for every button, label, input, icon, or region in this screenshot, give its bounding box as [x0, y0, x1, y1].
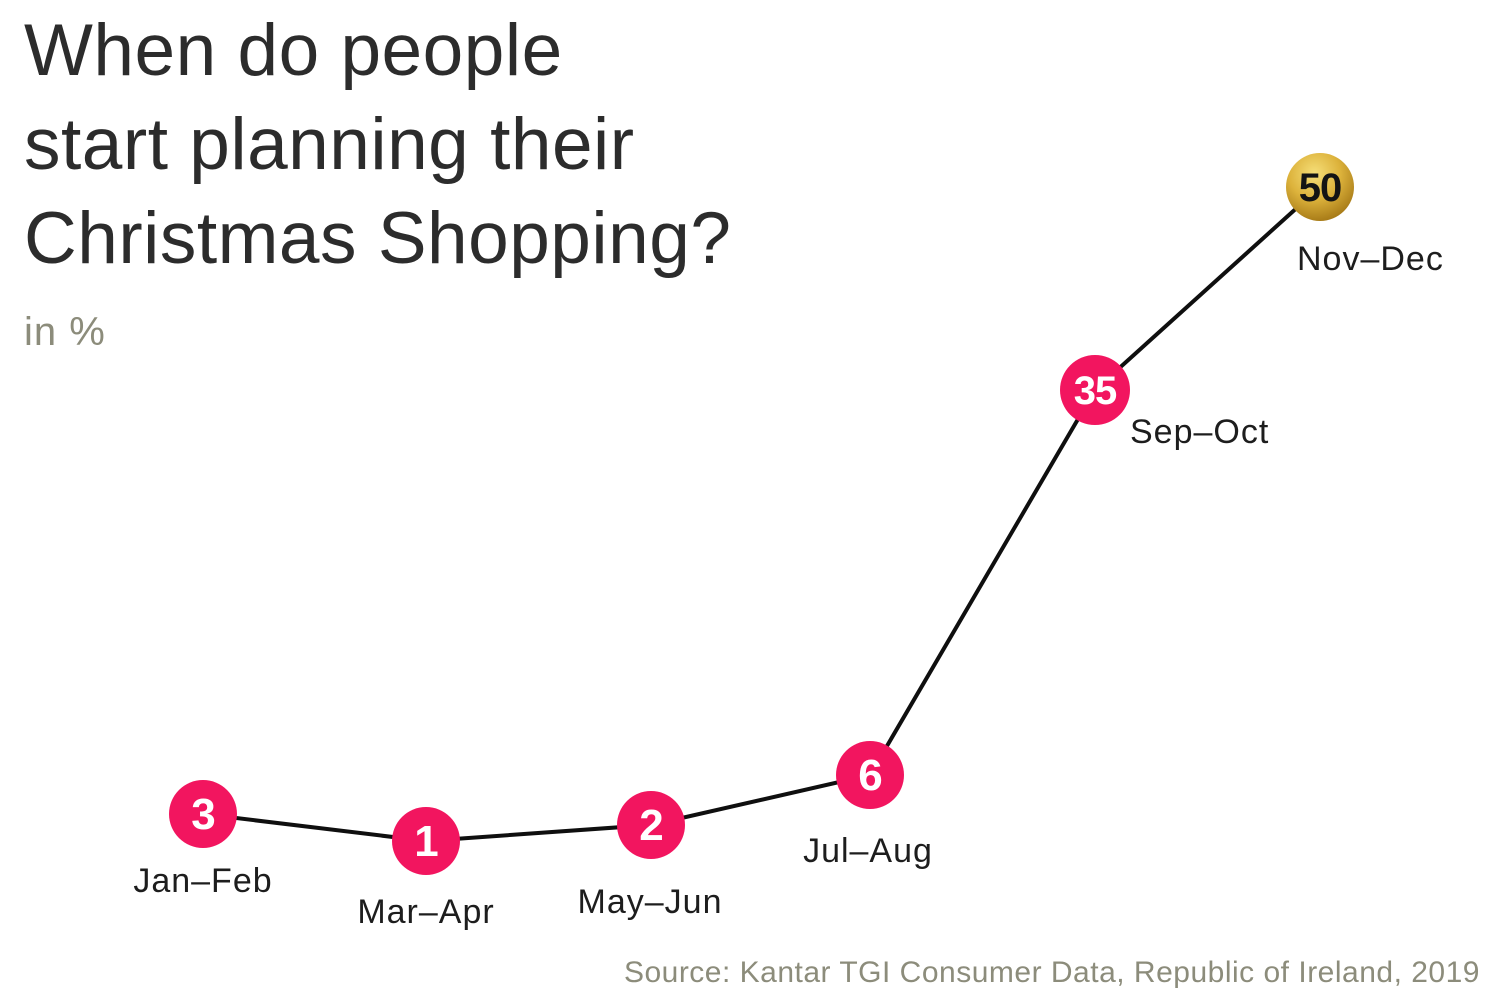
trend-line [202, 185, 1322, 844]
category-label: Jul–Aug [803, 832, 933, 870]
data-point-value: 1 [414, 817, 438, 866]
chart-header: When do people start planning their Chri… [24, 4, 731, 355]
data-point-jul-aug: 6 Jul–Aug [803, 741, 933, 870]
data-point-circle [836, 741, 904, 809]
category-label: Sep–Oct [1130, 413, 1269, 451]
page-title: When do people start planning their Chri… [24, 4, 731, 286]
source-attribution: Source: Kantar TGI Consumer Data, Republ… [624, 956, 1480, 989]
data-point-value: 6 [858, 751, 881, 800]
unit-label: in % [24, 310, 106, 354]
data-point-value: 2 [639, 801, 662, 850]
data-point-circle-gold [1286, 153, 1354, 221]
data-point-value: 35 [1074, 369, 1117, 413]
data-point-jan-feb: 3 Jan–Feb [133, 780, 272, 900]
data-point-may-jun: 2 May–Jun [578, 791, 723, 921]
data-point-value: 3 [191, 790, 214, 839]
title-line-2: start planning their [24, 104, 635, 185]
data-point-value: 50 [1299, 166, 1342, 210]
data-point-circle [617, 791, 685, 859]
data-point-sep-oct: 35 Sep–Oct [1060, 355, 1269, 451]
data-point-mar-apr: 1 Mar–Apr [357, 807, 494, 931]
category-label: Mar–Apr [357, 893, 494, 931]
data-point-nov-dec-highlight: 50 Nov–Dec [1286, 153, 1444, 278]
category-label: Jan–Feb [133, 862, 272, 900]
category-label: May–Jun [578, 883, 723, 921]
data-point-circle [392, 807, 460, 875]
title-line-3: Christmas Shopping? [24, 198, 732, 279]
category-label: Nov–Dec [1297, 240, 1444, 278]
title-line-1: When do people [24, 10, 563, 91]
data-point-circle [169, 780, 237, 848]
data-point-circle [1060, 355, 1130, 425]
